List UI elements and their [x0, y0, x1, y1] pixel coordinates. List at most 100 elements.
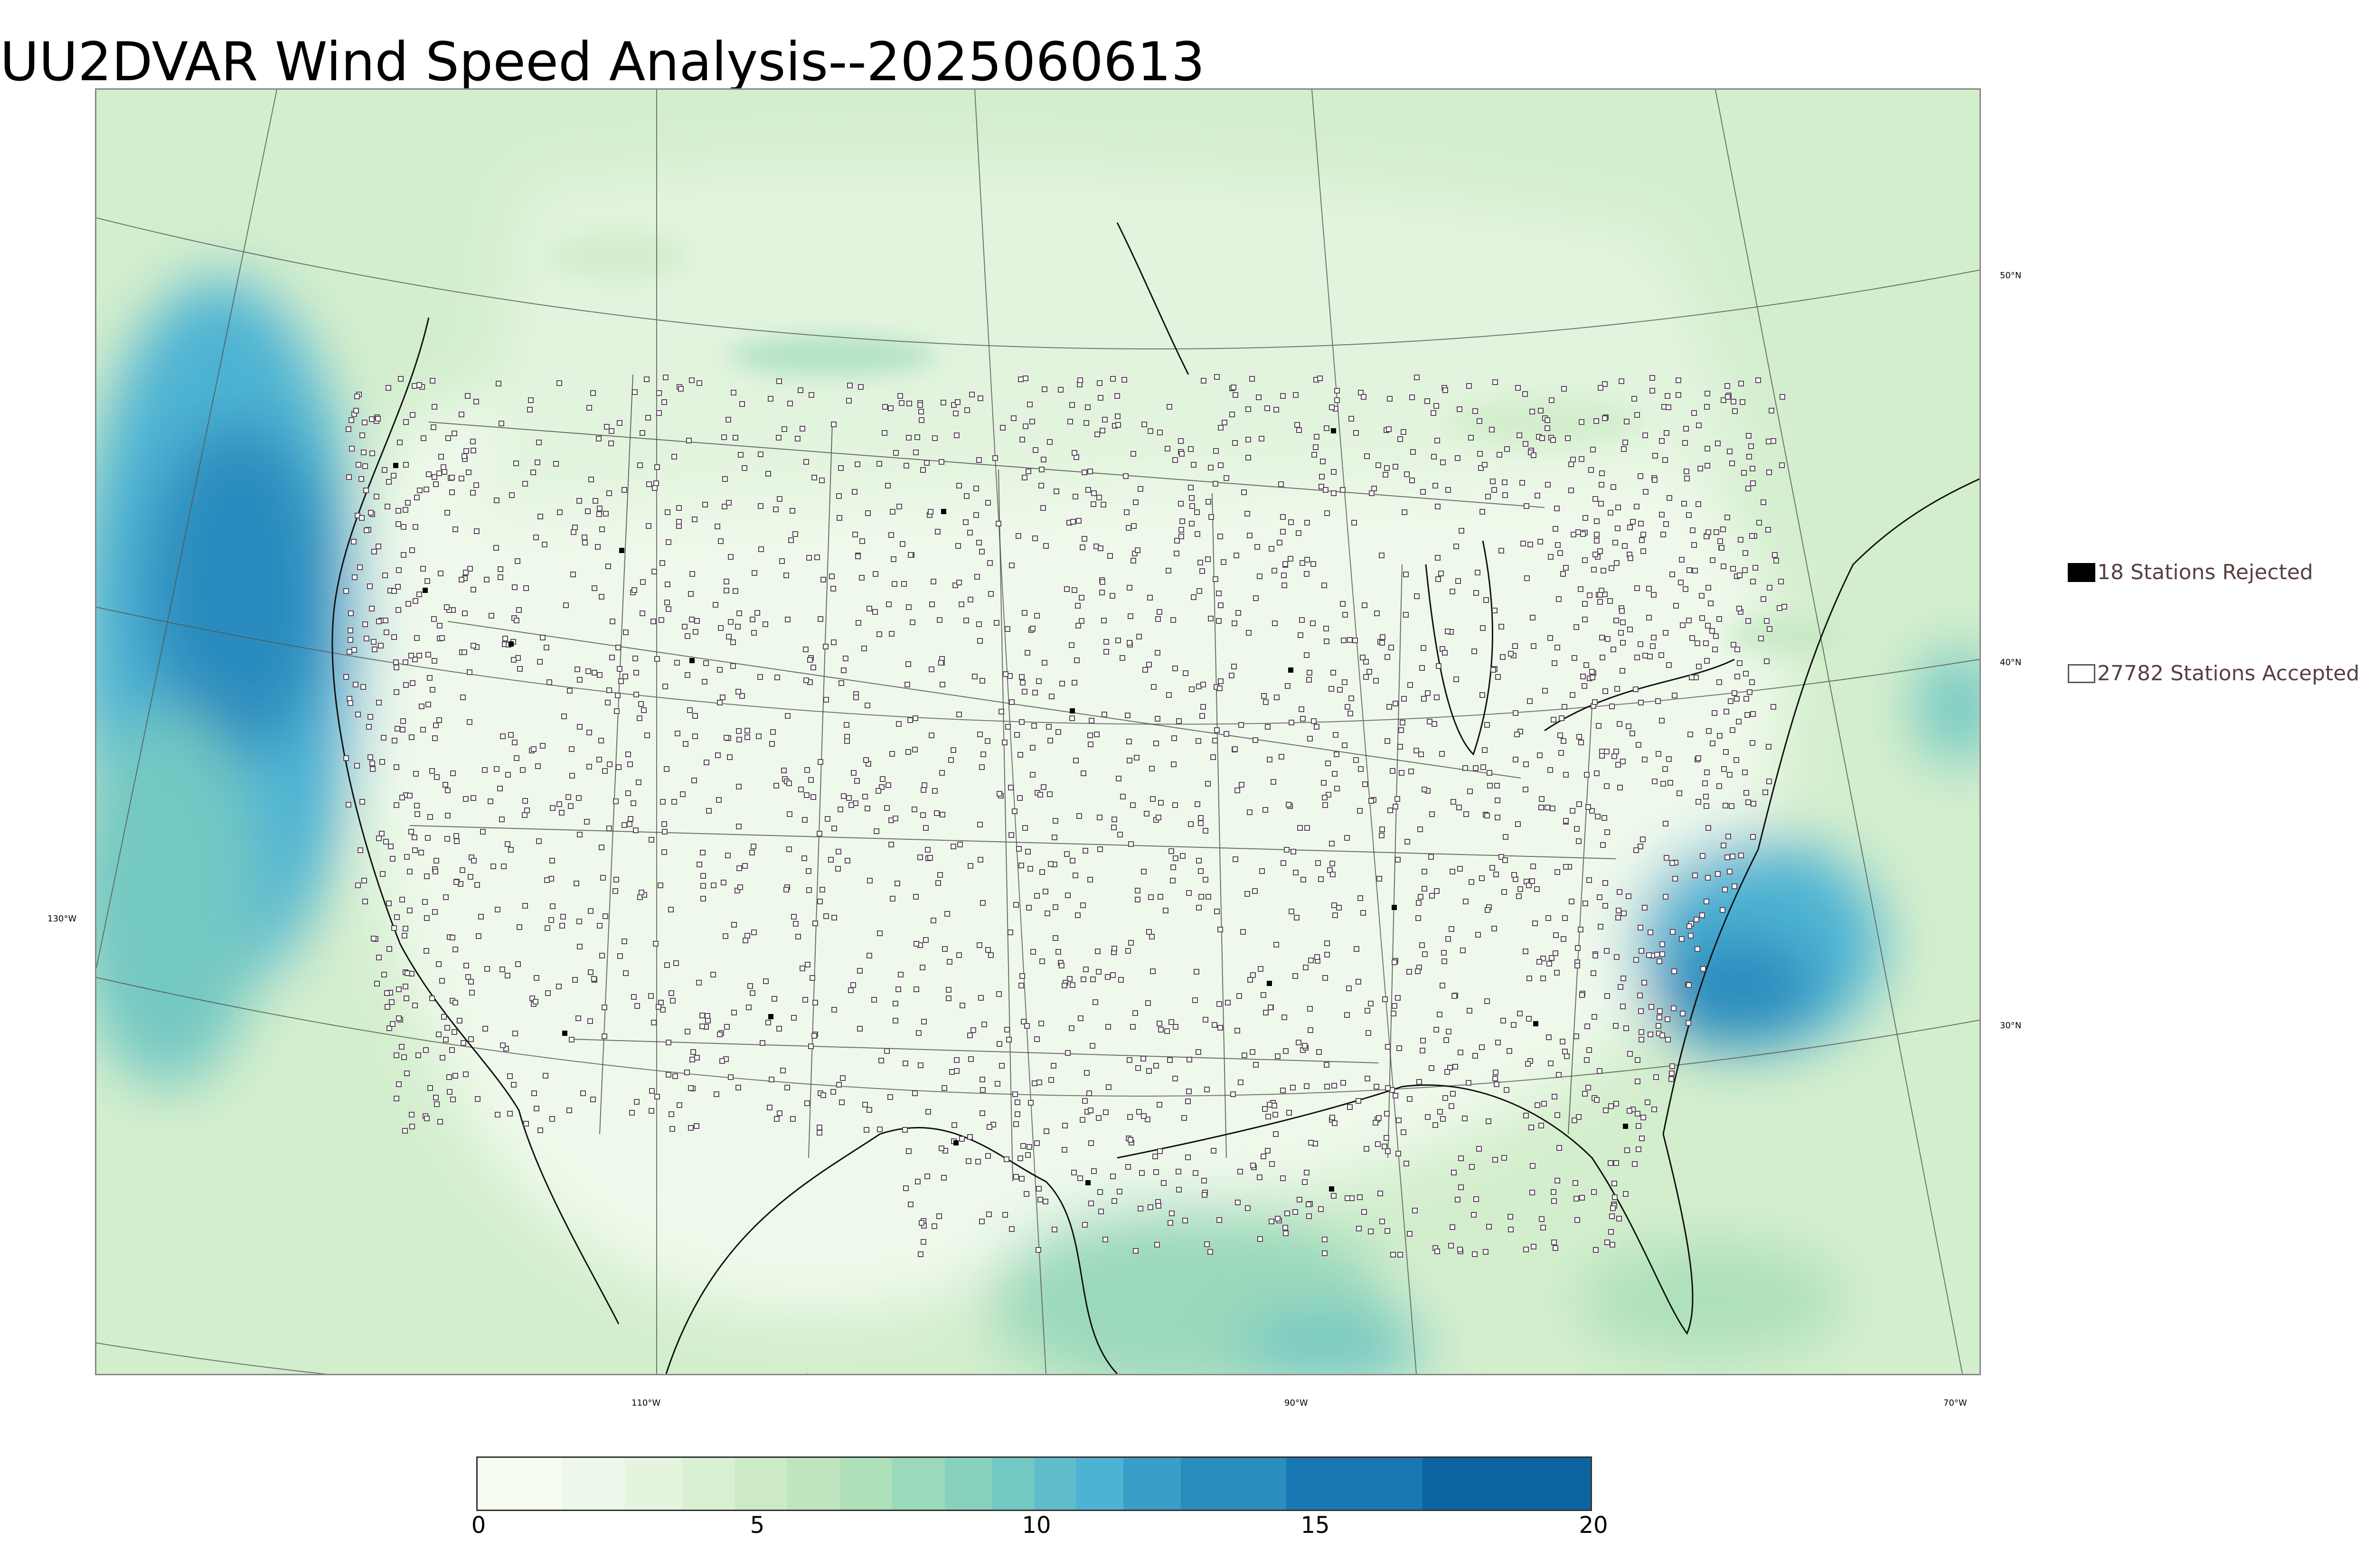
- station-accepted: [1014, 732, 1020, 738]
- station-accepted: [627, 821, 632, 827]
- station-accepted: [480, 829, 486, 835]
- station-accepted: [1044, 1128, 1049, 1134]
- station-accepted: [742, 465, 747, 471]
- station-accepted: [453, 879, 459, 885]
- station-accepted: [683, 741, 688, 747]
- colorbar-tick-0: 0: [471, 1512, 486, 1539]
- station-accepted: [1450, 1224, 1455, 1230]
- station-accepted: [1094, 732, 1100, 737]
- station-accepted: [515, 961, 521, 967]
- station-accepted: [631, 800, 636, 806]
- station-accepted: [1609, 704, 1615, 709]
- station-accepted: [1749, 679, 1755, 685]
- station-accepted: [572, 525, 578, 530]
- station-accepted: [1352, 638, 1358, 643]
- station-accepted: [1444, 1069, 1450, 1075]
- station-accepted: [1597, 592, 1603, 598]
- station-accepted: [1229, 673, 1234, 678]
- station-accepted: [1353, 757, 1359, 763]
- station-accepted: [1174, 551, 1179, 556]
- station-accepted: [1451, 1170, 1457, 1175]
- station-accepted: [433, 869, 438, 874]
- station-accepted: [469, 990, 475, 995]
- station-accepted: [1055, 729, 1061, 735]
- station-accepted: [408, 653, 414, 658]
- station-accepted: [1594, 532, 1600, 537]
- station-accepted: [1691, 542, 1697, 548]
- station-accepted: [1072, 680, 1077, 685]
- station-accepted: [780, 1068, 786, 1073]
- station-accepted: [908, 1202, 914, 1207]
- station-accepted: [1440, 983, 1445, 988]
- station-accepted: [1273, 1131, 1279, 1137]
- station-accepted: [1277, 540, 1282, 545]
- station-accepted: [414, 635, 420, 641]
- station-accepted: [951, 1122, 957, 1128]
- station-accepted: [1560, 571, 1566, 577]
- station-accepted: [769, 741, 775, 747]
- station-accepted: [1437, 1012, 1442, 1017]
- station-accepted: [731, 922, 737, 928]
- station-accepted: [773, 783, 779, 789]
- station-accepted: [999, 709, 1004, 714]
- colorbar-segment: [892, 1458, 945, 1510]
- station-accepted: [1259, 436, 1264, 441]
- station-accepted: [1483, 597, 1489, 603]
- station-accepted: [1322, 1237, 1328, 1242]
- station-accepted: [889, 751, 895, 757]
- station-accepted: [622, 822, 627, 828]
- station-accepted: [1397, 744, 1403, 750]
- station-accepted: [1445, 487, 1451, 493]
- station-accepted: [1232, 620, 1237, 626]
- station-accepted: [672, 1073, 678, 1079]
- station-accepted: [1012, 808, 1017, 814]
- station-accepted: [374, 981, 380, 986]
- station-accepted: [1237, 1169, 1243, 1174]
- station-accepted: [1716, 679, 1722, 685]
- station-accepted: [359, 432, 365, 438]
- station-accepted: [1089, 718, 1094, 723]
- station-accepted: [1504, 446, 1510, 452]
- station-accepted: [1432, 483, 1438, 488]
- station-accepted: [1384, 465, 1390, 471]
- station-accepted: [431, 616, 437, 622]
- station-accepted: [857, 1026, 863, 1032]
- station-accepted: [1694, 917, 1699, 922]
- station-accepted: [937, 617, 942, 623]
- station-accepted: [1325, 761, 1331, 766]
- station-accepted: [369, 761, 375, 766]
- station-accepted: [632, 389, 638, 395]
- station-accepted: [923, 825, 929, 831]
- station-accepted: [1646, 615, 1652, 620]
- station-accepted: [1652, 477, 1658, 483]
- station-accepted: [1730, 854, 1735, 859]
- station-accepted: [1363, 674, 1369, 680]
- station-accepted: [1135, 547, 1140, 553]
- station-accepted: [606, 490, 612, 496]
- station-accepted: [582, 535, 587, 540]
- station-accepted: [717, 1032, 723, 1037]
- station-accepted: [1331, 1193, 1337, 1199]
- station-accepted: [1281, 573, 1287, 578]
- station-accepted: [502, 636, 508, 641]
- station-accepted: [1390, 768, 1395, 774]
- station-accepted: [549, 1116, 555, 1122]
- station-accepted: [1369, 490, 1375, 496]
- station-accepted: [1149, 934, 1155, 939]
- station-accepted: [1125, 1164, 1131, 1170]
- station-accepted: [1158, 800, 1164, 806]
- station-accepted: [1386, 426, 1392, 432]
- station-accepted: [1553, 932, 1559, 938]
- station-accepted: [1297, 825, 1303, 831]
- station-accepted: [790, 508, 795, 514]
- station-accepted: [995, 1081, 1000, 1087]
- station-accepted: [1100, 428, 1105, 433]
- station-accepted: [1721, 843, 1726, 848]
- station-accepted: [1334, 397, 1340, 403]
- station-accepted: [959, 601, 964, 607]
- station-accepted: [1125, 713, 1130, 718]
- station-accepted: [1070, 519, 1076, 525]
- station-accepted: [1351, 520, 1357, 526]
- station-accepted: [1027, 866, 1033, 872]
- station-accepted: [1624, 1147, 1630, 1153]
